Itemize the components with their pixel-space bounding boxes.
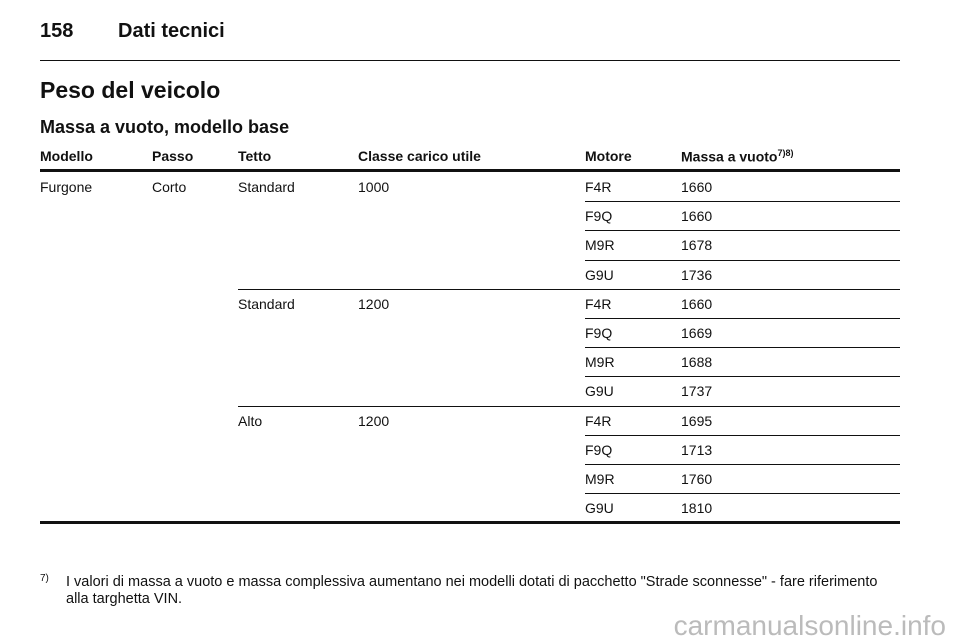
engine: M9R: [585, 354, 615, 371]
engine: G9U: [585, 500, 614, 517]
mass: 1760: [681, 471, 713, 487]
mass: 1695: [681, 412, 713, 429]
engine: F9Q: [585, 325, 613, 341]
column-note: 7)8): [777, 148, 794, 158]
engine: G9U: [585, 383, 614, 400]
watermark: carmanualsonline.info: [673, 610, 946, 641]
engine: F9Q: [585, 208, 613, 225]
column-header: Tetto: [238, 148, 272, 164]
engine: M9R: [585, 471, 615, 487]
mass: 1736: [681, 266, 713, 283]
engine: F9Q: [585, 441, 613, 458]
model: Furgone: [40, 179, 93, 195]
row-rule: [585, 259, 900, 261]
column-header: Classe carico utile: [358, 148, 481, 164]
footnote-text: I valori di massa a vuoto e massa comple…: [66, 574, 878, 607]
column-header: Passo: [152, 148, 194, 164]
mass: 1669: [681, 325, 713, 341]
table-bottom-rule: [40, 521, 900, 525]
mass: 1660: [681, 295, 713, 312]
engine: M9R: [585, 237, 615, 254]
payload-class: 1200: [358, 412, 390, 429]
roof: Standard: [238, 179, 295, 195]
row-rule: [585, 318, 900, 319]
footnote-marker: 7): [40, 573, 49, 584]
engine: G9U: [585, 266, 614, 283]
row-rule: [585, 493, 900, 495]
row-rule: [585, 230, 900, 232]
row-rule: [585, 201, 900, 203]
group-rule: [238, 405, 900, 407]
column-header: Massa a vuoto7)8): [681, 148, 794, 165]
row-rule: [585, 464, 900, 465]
roof: Alto: [238, 412, 263, 429]
engine: F4R: [585, 295, 612, 312]
column-header: Motore: [585, 148, 632, 164]
row-rule: [585, 376, 900, 378]
row-rule: [585, 434, 900, 436]
page-number: 158: [40, 20, 74, 42]
header-rule: [40, 60, 900, 61]
mass: 1713: [681, 441, 713, 458]
mass: 1810: [681, 500, 713, 517]
mass: 1660: [681, 179, 713, 195]
mass: 1678: [681, 237, 713, 254]
wheelbase: Corto: [152, 179, 187, 195]
mass: 1688: [681, 354, 713, 371]
header-title: Dati tecnici: [118, 20, 225, 42]
payload-class: 1000: [358, 179, 390, 195]
engine: F4R: [585, 179, 612, 195]
header-rule: [40, 169, 900, 172]
payload-class: 1200: [358, 295, 390, 312]
column-header: Modello: [40, 148, 93, 164]
engine: F4R: [585, 412, 612, 429]
section-title: Peso del veicolo: [40, 77, 221, 103]
section-subtitle: Massa a vuoto, modello base: [40, 117, 290, 137]
mass: 1737: [681, 383, 713, 400]
roof: Standard: [238, 295, 295, 312]
group-rule: [238, 288, 900, 290]
mass: 1660: [681, 208, 713, 225]
row-rule: [585, 347, 900, 349]
